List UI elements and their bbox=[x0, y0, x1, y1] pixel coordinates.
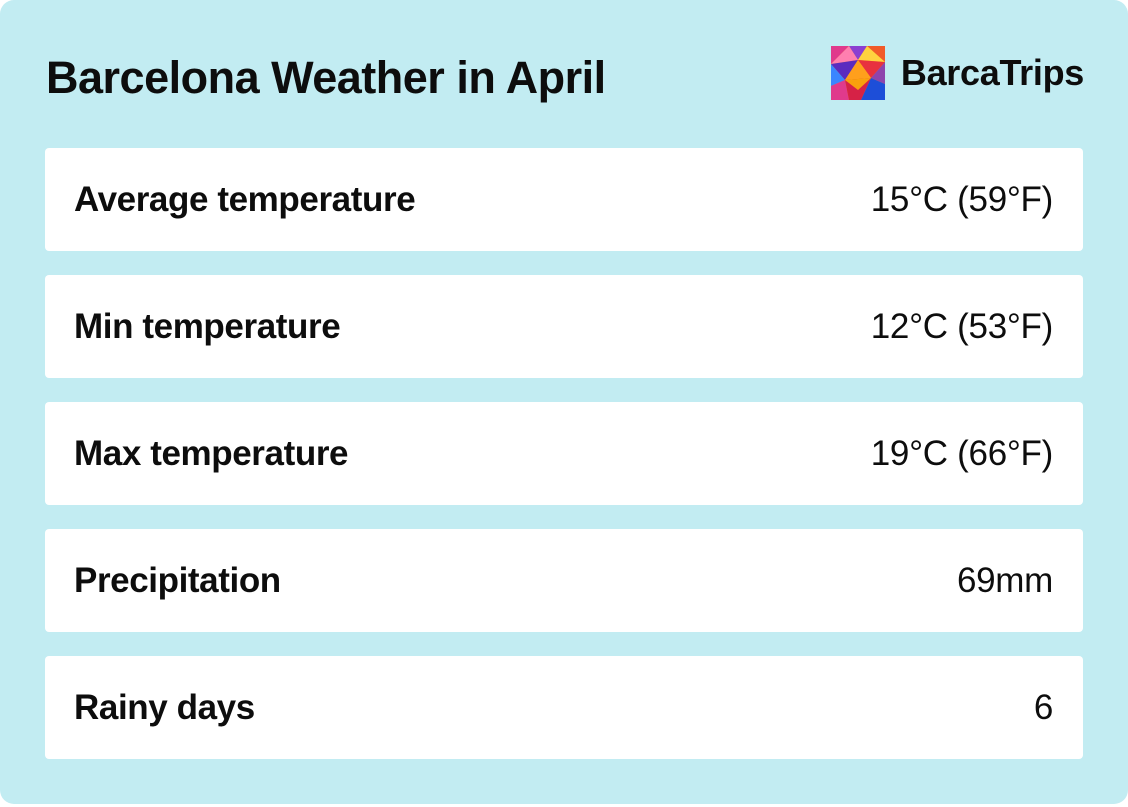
list-item: Average temperature 15°C (59°F) bbox=[45, 148, 1083, 251]
list-item: Precipitation 69mm bbox=[45, 529, 1083, 632]
weather-stats-list: Average temperature 15°C (59°F) Min temp… bbox=[45, 148, 1083, 759]
brand[interactable]: BarcaTrips bbox=[830, 46, 1084, 100]
mosaic-logo-icon bbox=[830, 46, 885, 100]
list-item: Max temperature 19°C (66°F) bbox=[45, 402, 1083, 505]
stat-label: Average temperature bbox=[74, 179, 416, 219]
stat-label: Min temperature bbox=[74, 306, 341, 346]
stat-value: 6 bbox=[1033, 687, 1053, 727]
list-item: Min temperature 12°C (53°F) bbox=[45, 275, 1083, 378]
stat-value: 15°C (59°F) bbox=[870, 179, 1054, 219]
stat-label: Rainy days bbox=[74, 687, 255, 727]
stat-value: 19°C (66°F) bbox=[870, 433, 1054, 473]
stat-value: 69mm bbox=[956, 560, 1053, 600]
stat-label: Precipitation bbox=[74, 560, 281, 600]
stat-label: Max temperature bbox=[74, 433, 349, 473]
list-item: Rainy days 6 bbox=[45, 656, 1083, 759]
stat-value: 12°C (53°F) bbox=[870, 306, 1054, 346]
brand-name: BarcaTrips bbox=[900, 52, 1084, 93]
page-title: Barcelona Weather in April bbox=[46, 52, 606, 103]
